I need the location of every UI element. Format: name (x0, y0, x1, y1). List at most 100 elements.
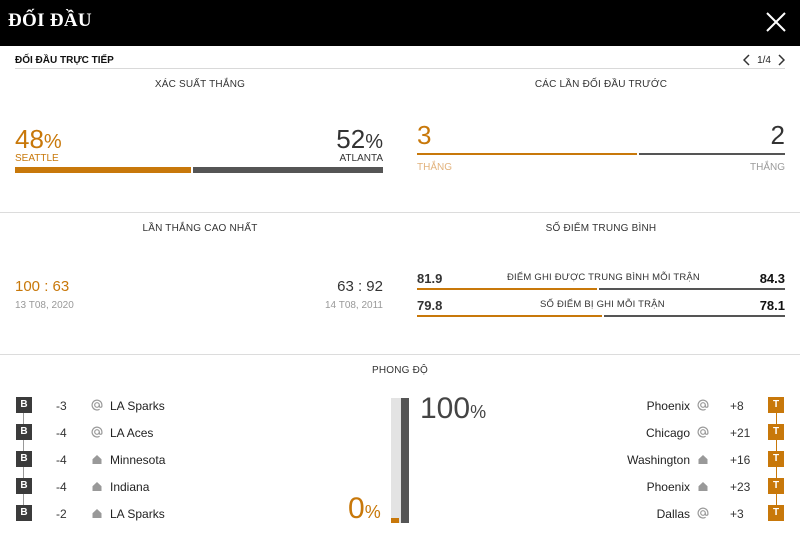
point-diff: -4 (56, 453, 67, 467)
avg-scored-row: 81.9 ĐIỂM GHI ĐƯỢC TRUNG BÌNH MỖI TRẬN 8… (417, 268, 785, 292)
away-biggest-win-score: 63 : 92 (337, 278, 383, 295)
opponent-name: Phoenix (646, 399, 690, 413)
result-badge: B (16, 397, 32, 413)
avg-points-title: SỐ ĐIỂM TRUNG BÌNH (545, 223, 657, 234)
chevron-left-icon[interactable] (743, 54, 751, 66)
home-previous-label: THẮNG (417, 162, 452, 173)
avg-scored-away: 84.3 (759, 271, 785, 286)
away-win-prob-value: 52 (336, 124, 366, 154)
at-icon (697, 399, 709, 411)
pager: 1/4 (743, 52, 785, 68)
away-form-row: Chicago +21 T (585, 424, 785, 444)
away-form-pct: 100% (420, 392, 486, 426)
opponent-name: Chicago (645, 426, 690, 440)
home-form-row: B -3 LA Sparks (15, 397, 215, 417)
form-connector (776, 467, 777, 478)
chevron-right-icon[interactable] (777, 54, 785, 66)
form-connector (23, 413, 24, 424)
house-icon (91, 453, 103, 465)
home-form-row: B -4 Indiana (15, 478, 215, 498)
point-diff: -2 (56, 507, 67, 521)
h2h-subtitle: ĐỐI ĐẦU TRỰC TIẾP (15, 55, 114, 66)
close-icon[interactable] (764, 10, 788, 34)
result-badge: T (768, 397, 784, 413)
divider (0, 354, 800, 355)
result-badge: B (16, 478, 32, 494)
result-badge: T (768, 478, 784, 494)
home-team-name: SEATTLE (15, 153, 59, 164)
at-icon (697, 426, 709, 438)
win-prob-title: XÁC SUẤT THẮNG (154, 79, 246, 90)
divider (15, 68, 785, 69)
form-connector (23, 467, 24, 478)
point-diff: +16 (730, 453, 751, 467)
biggest-win-title: LẦN THẮNG CAO NHẤT (142, 223, 258, 234)
away-biggest-win-date: 14 T08, 2011 (324, 300, 383, 311)
away-form-row: Phoenix +8 T (585, 397, 785, 417)
home-win-prob-unit: % (43, 131, 62, 153)
home-form-pct-unit: % (364, 502, 381, 522)
home-form-pct-value: 0 (348, 492, 365, 525)
opponent-name: LA Sparks (110, 507, 165, 521)
result-badge: B (16, 424, 32, 440)
avg-conceded-home-bar (417, 315, 602, 317)
form-title: PHONG ĐỘ (371, 365, 429, 376)
house-icon (91, 480, 103, 492)
avg-scored-home: 81.9 (417, 271, 443, 286)
home-form-row: B -4 LA Aces (15, 424, 215, 444)
divider (0, 212, 800, 213)
home-win-prob-value: 48 (15, 124, 44, 154)
opponent-name: Dallas (656, 507, 690, 521)
point-diff: +8 (730, 399, 744, 413)
point-diff: +3 (730, 507, 744, 521)
opponent-name: Washington (627, 453, 690, 467)
opponent-name: Indiana (110, 480, 150, 494)
home-win-prob: 48% (15, 124, 62, 155)
away-previous-bar (639, 153, 785, 155)
away-win-prob: 52% (336, 124, 383, 155)
result-badge: T (768, 505, 784, 521)
home-biggest-win-date: 13 T08, 2020 (15, 300, 74, 311)
point-diff: -4 (56, 426, 67, 440)
opponent-name: LA Aces (110, 426, 154, 440)
result-badge: B (16, 451, 32, 467)
form-connector (23, 494, 24, 505)
at-icon (697, 507, 709, 519)
home-biggest-win-score: 100 : 63 (15, 278, 70, 295)
result-badge: B (16, 505, 32, 521)
away-form-row: Dallas +3 T (585, 505, 785, 525)
away-previous-wins: 2 (770, 120, 785, 150)
form-connector (23, 440, 24, 451)
home-form-row: B -4 Minnesota (15, 451, 215, 471)
pager-count: 1/4 (757, 54, 771, 66)
home-form-gauge-fill (391, 518, 399, 523)
away-form-pct-unit: % (470, 402, 487, 422)
house-icon (697, 480, 709, 492)
avg-conceded-away: 78.1 (759, 298, 785, 313)
point-diff: -4 (56, 480, 67, 494)
away-form-row: Washington +16 T (585, 451, 785, 471)
result-badge: T (768, 424, 784, 440)
away-win-prob-bar (193, 167, 383, 173)
opponent-name: LA Sparks (110, 399, 165, 413)
point-diff: +23 (730, 480, 751, 494)
form-connector (776, 494, 777, 505)
avg-scored-home-bar (417, 288, 597, 290)
home-form-pct: 0% (348, 492, 381, 526)
result-badge: T (768, 451, 784, 467)
point-diff: +21 (730, 426, 751, 440)
at-icon (91, 399, 103, 411)
house-icon (697, 453, 709, 465)
form-connector (776, 440, 777, 451)
point-diff: -3 (56, 399, 67, 413)
avg-conceded-row: 79.8 SỐ ĐIỂM BỊ GHI MỖI TRẬN 78.1 (417, 295, 785, 319)
away-previous-label: THẮNG (750, 162, 785, 173)
house-icon (91, 507, 103, 519)
avg-scored-away-bar (599, 288, 785, 290)
opponent-name: Phoenix (646, 480, 690, 494)
form-connector (776, 413, 777, 424)
at-icon (91, 426, 103, 438)
opponent-name: Minnesota (110, 453, 166, 467)
home-previous-bar (417, 153, 637, 155)
home-form-row: B -2 LA Sparks (15, 505, 215, 525)
